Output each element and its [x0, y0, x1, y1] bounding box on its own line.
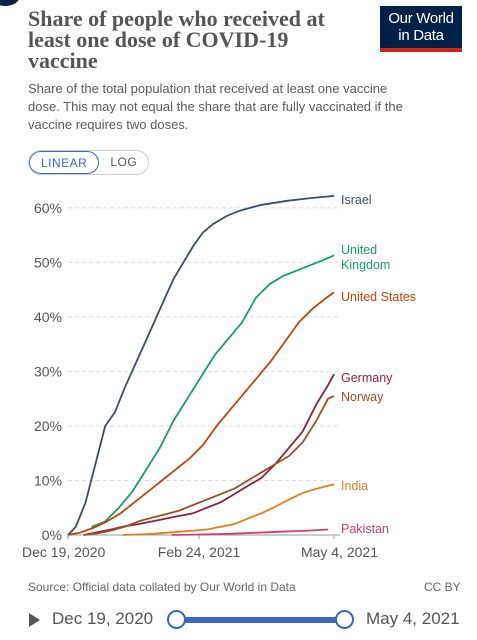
- x-tick-label: May 4, 2021: [301, 544, 378, 560]
- chart-grid: [68, 207, 340, 536]
- our-world-in-data-logo[interactable]: Our World in Data: [380, 6, 462, 52]
- y-tick-label: 20%: [34, 418, 62, 434]
- chart-series-labels: Israel United Kingdom United States Germany N…: [341, 193, 416, 536]
- y-tick-label: 0%: [42, 527, 62, 543]
- source-note: Source: Official data collated by Our Wo…: [28, 580, 296, 594]
- series-line-norway[interactable]: [83, 395, 335, 536]
- chart-title: Share of people who received at least on…: [28, 6, 373, 73]
- series-label-india[interactable]: India: [341, 479, 368, 493]
- series-label-israel[interactable]: Israel: [341, 193, 372, 207]
- corner-badge: [0, 0, 20, 6]
- series-label-norway[interactable]: Norway: [341, 390, 384, 404]
- subtitle-line-2: dose. This may not equal the share that …: [28, 99, 403, 114]
- timeline-end-label: May 4, 2021: [366, 609, 460, 628]
- scale-toggle: LINEAR LOG: [28, 150, 150, 175]
- series-line-pakistan[interactable]: [171, 528, 329, 536]
- linear-scale-button[interactable]: LINEAR: [29, 151, 100, 174]
- timeline-track[interactable]: [176, 617, 344, 623]
- series-line-united-kingdom[interactable]: [91, 254, 335, 528]
- line-chart: 0% 10% 20% 30% 40% 50% 60% Dec 19, 2020 Feb 24, …: [22, 193, 416, 560]
- chart-subtitle: Share of the total population that recei…: [28, 80, 448, 134]
- series-label-pakistan[interactable]: Pakistan: [341, 522, 389, 536]
- y-tick-label: 60%: [34, 200, 62, 216]
- subtitle-line-3: vaccine requires two doses.: [28, 117, 189, 132]
- series-line-israel[interactable]: [67, 195, 335, 536]
- logo-text-line-1: Our World: [388, 10, 454, 27]
- logo-text-line-2: in Data: [398, 27, 444, 44]
- y-tick-label: 10%: [34, 472, 62, 488]
- y-tick-label: 50%: [34, 254, 62, 270]
- series-label-united-kingdom[interactable]: United Kingdom: [341, 243, 390, 272]
- x-tick-label: Dec 19, 2020: [22, 544, 105, 560]
- timeline-start-handle[interactable]: [167, 610, 186, 629]
- timeline-start-label: Dec 19, 2020: [52, 609, 154, 628]
- series-label-germany[interactable]: Germany: [341, 371, 393, 385]
- y-tick-label: 40%: [34, 309, 62, 325]
- play-icon[interactable]: [29, 613, 40, 627]
- timeline-end-handle[interactable]: [335, 610, 354, 629]
- chart-title-line-1: Share of people who received at: [28, 6, 325, 31]
- series-line-india[interactable]: [122, 483, 335, 536]
- subtitle-line-1: Share of the total population that recei…: [28, 81, 388, 96]
- series-label-united-states[interactable]: United States: [341, 290, 416, 304]
- x-tick-label: Feb 24, 2021: [158, 544, 241, 560]
- chart-title-line-2: least one dose of COVID-19: [28, 27, 289, 52]
- logo-red-bar: [380, 48, 462, 52]
- license-link[interactable]: CC BY: [424, 580, 461, 594]
- series-line-united-states[interactable]: [67, 291, 335, 536]
- chart-axes: 0% 10% 20% 30% 40% 50% 60% Dec 19, 2020 Feb 24, …: [22, 200, 378, 560]
- timeline-control: Dec 19, 2020 May 4, 2021: [0, 604, 477, 636]
- log-scale-button[interactable]: LOG: [110, 155, 138, 169]
- chart-series: [67, 195, 335, 536]
- y-tick-label: 30%: [34, 363, 62, 379]
- chart-title-line-3: vaccine: [28, 48, 98, 73]
